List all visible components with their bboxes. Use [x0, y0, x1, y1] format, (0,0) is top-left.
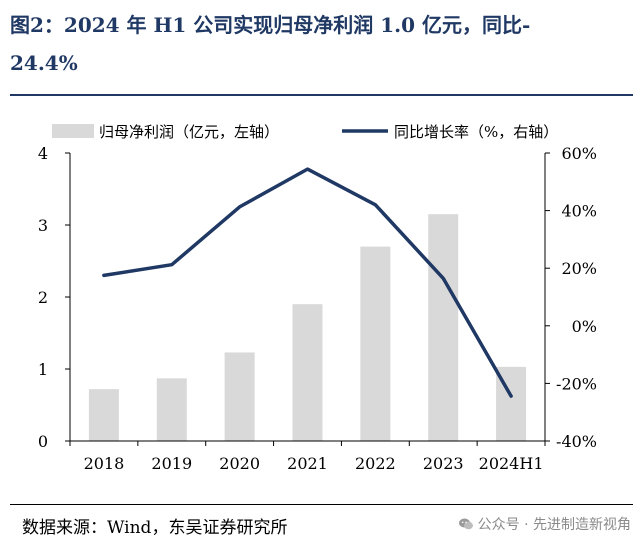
- left-tick-label: 3: [38, 216, 48, 235]
- chart-area: 归母净利润（亿元，左轴） 同比增长率（%，右轴） 0 1 2 3 4 -40% -20% 0%…: [38, 123, 597, 473]
- right-tick-label: -40%: [556, 432, 597, 451]
- bar-2023: [428, 214, 459, 441]
- left-tick-label: 1: [38, 360, 48, 379]
- chart-title: 图2：2024 年 H1 公司实现归母净利润 1.0 亿元，同比- 24.4%: [10, 6, 635, 82]
- source-divider: [10, 504, 633, 505]
- legend-label-line: 同比增长率（%，右轴）: [394, 123, 558, 141]
- x-tick-label: 2020: [219, 454, 260, 473]
- right-tick-label: 20%: [561, 259, 597, 278]
- right-tick-label: 0%: [572, 317, 597, 336]
- x-tick-label: 2018: [84, 454, 125, 473]
- right-tick-label: -20%: [556, 374, 597, 393]
- source-note: 数据来源：Wind，东吴证券研究所: [22, 518, 288, 538]
- bar-2020: [224, 352, 255, 441]
- left-tick-label: 2: [38, 288, 48, 307]
- right-tick-label: 60%: [561, 144, 597, 163]
- right-tick-label: 40%: [561, 202, 597, 221]
- x-tick-label: 2023: [423, 454, 464, 473]
- x-tick-label: 2019: [151, 454, 192, 473]
- title-divider: [10, 94, 633, 96]
- bar-2022: [360, 246, 391, 441]
- bar-2019: [156, 378, 187, 441]
- bar-2021: [292, 304, 323, 441]
- legend-label-bar: 归母净利润（亿元，左轴）: [99, 123, 279, 141]
- wechat-icon: [458, 518, 473, 530]
- x-tick-label: 2022: [355, 454, 396, 473]
- x-tick-label: 2024H1: [479, 454, 544, 473]
- line-series: [102, 167, 513, 398]
- watermark: 公众号 · 先进制造新视角: [458, 514, 631, 534]
- chart-title-line-2: 24.4%: [10, 51, 78, 75]
- bar-2018: [88, 389, 119, 441]
- legend: 归母净利润（亿元，左轴） 同比增长率（%，右轴）: [52, 123, 558, 141]
- left-tick-label: 0: [38, 432, 48, 451]
- legend-swatch-bar: [52, 124, 94, 138]
- bar-series: [88, 214, 527, 441]
- x-tick-label: 2021: [287, 454, 328, 473]
- watermark-text: 公众号 · 先进制造新视角: [477, 517, 631, 533]
- left-tick-label: 4: [38, 144, 48, 163]
- chart-title-line-1: 图2：2024 年 H1 公司实现归母净利润 1.0 亿元，同比-: [10, 13, 531, 37]
- axes: 0 1 2 3 4 -40% -20% 0% 20% 40% 60% 2018 2019 2020 2021…: [38, 144, 597, 473]
